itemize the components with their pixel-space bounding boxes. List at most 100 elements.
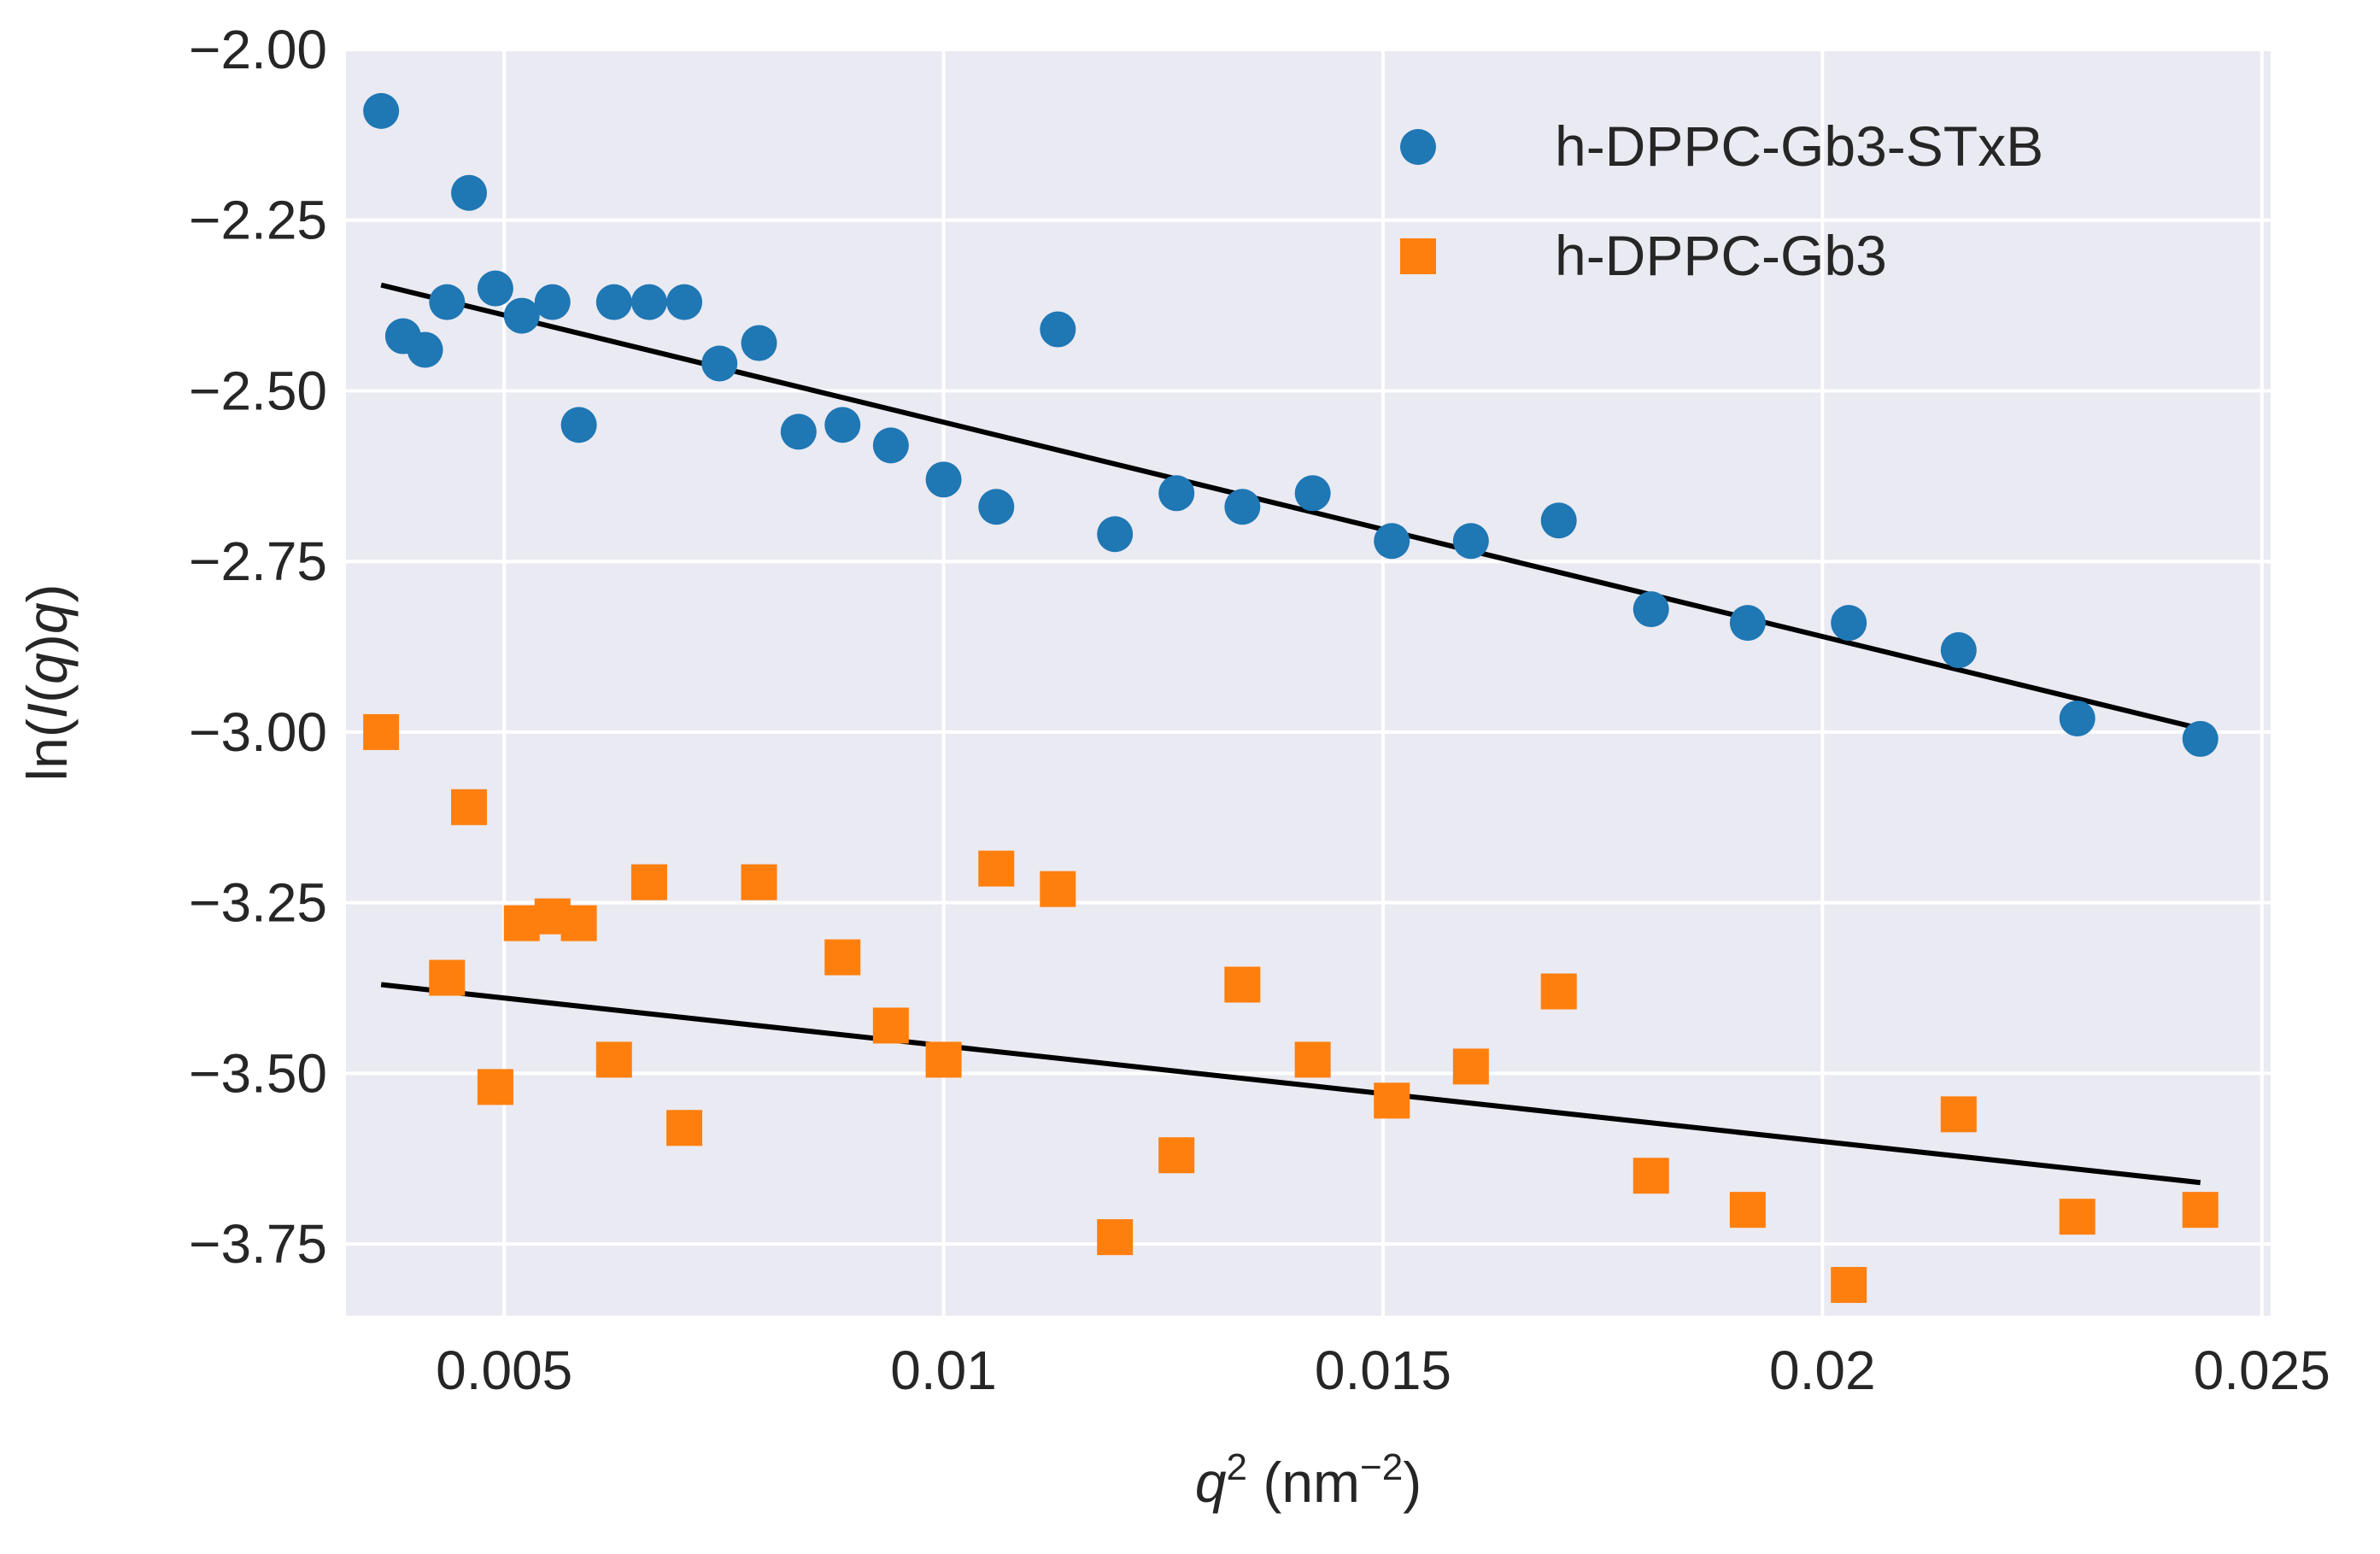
legend-marker bbox=[1400, 129, 1436, 165]
data-point bbox=[363, 92, 400, 129]
data-point bbox=[1633, 591, 1669, 628]
data-point bbox=[872, 427, 909, 464]
y-tick-label: −2.75 bbox=[189, 531, 327, 592]
data-point bbox=[1374, 523, 1410, 560]
grid bbox=[346, 48, 2271, 1316]
data-point bbox=[1097, 516, 1134, 553]
data-point bbox=[824, 407, 861, 443]
data-point bbox=[1224, 489, 1261, 525]
y-axis-label-mid: ( bbox=[15, 684, 79, 703]
data-point bbox=[595, 284, 632, 320]
data-point bbox=[630, 284, 667, 320]
data-point bbox=[1633, 1158, 1669, 1194]
data-point bbox=[1097, 1219, 1134, 1256]
data-point bbox=[451, 789, 488, 825]
data-point bbox=[2182, 1192, 2219, 1229]
data-point bbox=[451, 174, 488, 211]
data-point bbox=[1729, 605, 1766, 642]
y-axis-label-pre: ln( bbox=[15, 718, 79, 781]
y-axis-label-q2: q bbox=[15, 602, 79, 634]
y-axis-label-post: ) bbox=[15, 583, 79, 602]
data-point bbox=[477, 1069, 513, 1105]
data-point bbox=[1294, 1041, 1331, 1078]
legend-label: h-DPPC-Gb3 bbox=[1555, 224, 1887, 287]
data-point bbox=[824, 939, 861, 976]
y-tick-label: −3.50 bbox=[189, 1042, 327, 1104]
data-point bbox=[429, 284, 466, 320]
data-point bbox=[503, 905, 540, 941]
data-point bbox=[1040, 311, 1076, 348]
x-tick-labels: 0.005 0.01 0.015 0.02 0.025 bbox=[436, 1340, 2330, 1401]
data-point bbox=[2182, 720, 2219, 757]
x-axis-unit-pre: (nm bbox=[1247, 1451, 1360, 1514]
data-point bbox=[978, 850, 1015, 887]
data-point bbox=[1224, 966, 1261, 1003]
legend-label: h-DPPC-Gb3-STxB bbox=[1555, 114, 2043, 178]
data-point bbox=[741, 325, 777, 361]
data-points bbox=[363, 92, 2219, 1304]
y-tick-label: −2.00 bbox=[189, 19, 327, 80]
y-axis-label-i: I bbox=[15, 703, 79, 718]
data-point bbox=[534, 284, 571, 320]
data-point bbox=[630, 864, 667, 900]
data-point bbox=[925, 1041, 962, 1078]
x-tick-label: 0.02 bbox=[1769, 1340, 1876, 1401]
data-point bbox=[1729, 1192, 1766, 1229]
x-axis-unit-post: ) bbox=[1403, 1451, 1422, 1514]
data-point bbox=[1940, 632, 1977, 669]
data-point bbox=[595, 1041, 632, 1078]
fit-line bbox=[380, 282, 2201, 731]
data-point bbox=[1294, 475, 1331, 512]
data-point bbox=[1158, 475, 1195, 512]
data-point bbox=[407, 331, 443, 368]
fit-line bbox=[380, 982, 2201, 1186]
x-axis-var-sup: 2 bbox=[1227, 1446, 1247, 1488]
x-tick-label: 0.025 bbox=[2194, 1340, 2330, 1401]
x-axis-var: q bbox=[1195, 1451, 1227, 1514]
data-point bbox=[925, 461, 962, 498]
x-tick-label: 0.01 bbox=[890, 1340, 997, 1401]
data-point bbox=[978, 489, 1015, 525]
y-axis-label: ln(I(q)q) bbox=[15, 583, 79, 781]
data-point bbox=[780, 413, 817, 450]
y-tick-label: −2.25 bbox=[189, 190, 327, 251]
data-point bbox=[1374, 1082, 1410, 1119]
data-point bbox=[560, 407, 597, 443]
x-axis-label: q2 (nm−2) bbox=[1195, 1446, 1422, 1514]
y-tick-label: −3.25 bbox=[189, 872, 327, 934]
data-point bbox=[1040, 871, 1076, 907]
data-point bbox=[1540, 973, 1577, 1010]
data-point bbox=[1831, 605, 1867, 642]
data-point bbox=[1831, 1267, 1867, 1304]
data-point bbox=[1540, 502, 1577, 539]
data-point bbox=[666, 284, 703, 320]
data-point bbox=[1452, 523, 1489, 560]
x-axis-unit-sup: −2 bbox=[1360, 1446, 1403, 1488]
y-tick-label: −3.75 bbox=[189, 1213, 327, 1275]
data-point bbox=[429, 959, 466, 996]
legend: h-DPPC-Gb3-STxB h-DPPC-Gb3 bbox=[1400, 114, 2043, 287]
data-point bbox=[1158, 1137, 1195, 1174]
data-point bbox=[2059, 1199, 2096, 1235]
y-tick-label: −3.00 bbox=[189, 701, 327, 763]
data-point bbox=[741, 864, 777, 900]
data-point bbox=[363, 713, 400, 750]
y-axis-label-q1: q bbox=[15, 653, 79, 684]
y-tick-label: −2.50 bbox=[189, 360, 327, 421]
y-axis-label-mid2: ) bbox=[15, 634, 79, 653]
data-point bbox=[503, 297, 540, 334]
data-point bbox=[701, 345, 738, 382]
data-point bbox=[477, 270, 513, 307]
x-tick-label: 0.005 bbox=[436, 1340, 572, 1401]
x-tick-label: 0.015 bbox=[1315, 1340, 1451, 1401]
data-point bbox=[2059, 700, 2096, 736]
data-point bbox=[1940, 1096, 1977, 1133]
data-point bbox=[872, 1007, 909, 1044]
plot-background bbox=[346, 50, 2271, 1316]
legend-marker bbox=[1400, 238, 1436, 274]
data-point bbox=[560, 905, 597, 941]
data-point bbox=[1452, 1048, 1489, 1085]
fit-lines bbox=[380, 282, 2201, 1186]
data-point bbox=[666, 1110, 703, 1146]
